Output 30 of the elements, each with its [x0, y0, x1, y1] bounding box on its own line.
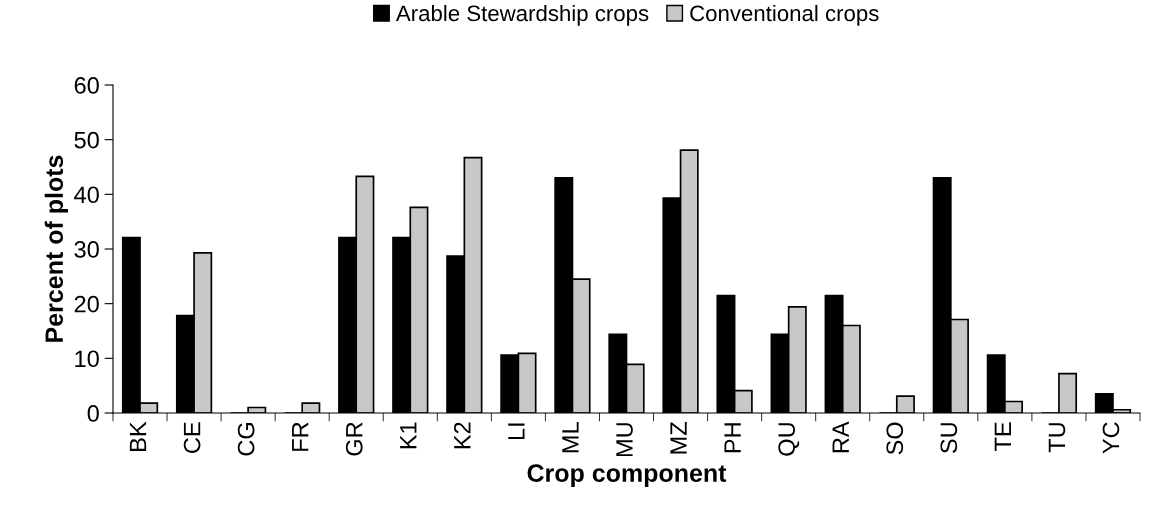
- x-tick-label: RA: [832, 421, 849, 453]
- x-tick-label: K1: [400, 422, 417, 449]
- x-tick-label: FR: [292, 422, 309, 451]
- legend-label: Conventional crops: [690, 4, 879, 26]
- y-tick-label: 20: [74, 295, 99, 313]
- x-tick-label: LI: [508, 423, 525, 440]
- x-tick-label: SO: [886, 422, 904, 455]
- legend-label: Arable Stewardship crops: [395, 4, 649, 26]
- y-tick-label: 10: [75, 350, 99, 368]
- x-tick-label: MZ: [670, 422, 687, 454]
- x-tick-label: QU: [778, 423, 800, 456]
- x-tick-label: GR: [345, 422, 363, 456]
- x-tick-label: PH: [724, 423, 741, 453]
- x-tick-label: K2: [453, 422, 471, 449]
- y-tick-label: 60: [74, 77, 99, 94]
- y-axis-title: Percent of plots: [44, 155, 68, 342]
- x-tick-label: TU: [1048, 423, 1066, 453]
- x-tick-label: CE: [183, 422, 201, 453]
- y-tick-label: 30: [74, 241, 99, 258]
- y-tick-label: 40: [74, 186, 99, 204]
- x-tick-label: SU: [940, 423, 958, 454]
- y-tick-label: 0: [87, 405, 99, 422]
- x-tick-label: YC: [1102, 422, 1120, 454]
- x-tick-label: CG: [237, 423, 255, 456]
- x-axis-title: Crop component: [527, 464, 727, 487]
- x-tick-label: ML: [562, 422, 579, 453]
- y-tick-label: 50: [74, 131, 99, 149]
- x-tick-label: TE: [994, 422, 1011, 451]
- x-tick-label: MU: [616, 423, 633, 457]
- x-tick-label: BK: [129, 421, 147, 451]
